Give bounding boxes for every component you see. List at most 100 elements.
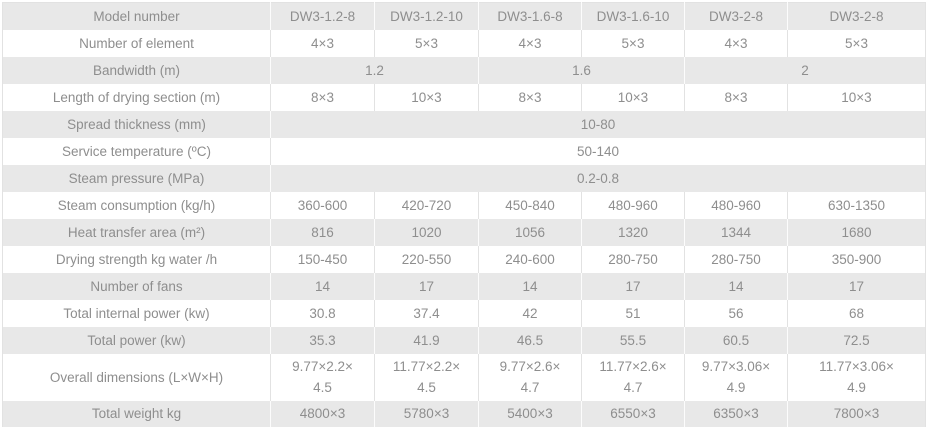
value-cell: 56: [684, 299, 788, 327]
value-cell: 10×3: [787, 83, 926, 111]
value-cell: DW3-1.2-10: [374, 2, 479, 30]
value-cell: 14: [270, 272, 375, 300]
value-cell: 220-550: [374, 245, 479, 273]
table-row: Length of drying section (m) 8×3 10×3 8×3 10…: [2, 83, 926, 111]
value-cell: 4×3: [684, 29, 788, 57]
table-row: Number of fans 14 17 14 17 14 17: [2, 272, 926, 300]
value-cell: 2: [684, 56, 926, 84]
row-label: Spread thickness (mm): [2, 110, 271, 138]
value-cell: 72.5: [787, 326, 926, 354]
value-cell: 6550×3: [581, 400, 685, 427]
value-cell: 8×3: [478, 83, 582, 111]
value-cell: 17: [581, 272, 685, 300]
table-row: Bandwidth (m) 1.2 1.6 2: [2, 56, 926, 84]
value-cell: 5×3: [787, 29, 926, 57]
table-row: Total weight kg 4800×3 5780×3 5400×3 6550×3 6…: [2, 400, 926, 427]
value-cell: 60.5: [684, 326, 788, 354]
value-cell: 41.9: [374, 326, 479, 354]
row-label: Length of drying section (m): [2, 83, 271, 111]
value-cell: 1.2: [270, 56, 479, 84]
table-row: Model number DW3-1.2-8 DW3-1.2-10 DW3-1.6-8…: [2, 2, 926, 30]
value-cell: 17: [374, 272, 479, 300]
value-cell: DW3-1.2-8: [270, 2, 375, 30]
row-label: Total internal power (kw): [2, 299, 271, 327]
table-row: Number of element 4×3 5×3 4×3 5×3 4×3 5×3: [2, 29, 926, 57]
value-cell: 240-600: [478, 245, 582, 273]
value-cell: DW3-2-8: [684, 2, 788, 30]
value-cell: 1680: [787, 218, 926, 246]
row-label: Total power (kw): [2, 326, 271, 354]
value-cell: 6350×3: [684, 400, 788, 427]
value-cell: 11.77×2.2× 4.5: [374, 353, 479, 401]
value-cell: 30.8: [270, 299, 375, 327]
row-label: Service temperature (ºC): [2, 137, 271, 165]
value-cell: 9.77×2.2× 4.5: [270, 353, 375, 401]
value-cell: 1056: [478, 218, 582, 246]
value-cell: 280-750: [581, 245, 685, 273]
value-cell: 14: [684, 272, 788, 300]
value-cell: 68: [787, 299, 926, 327]
value-cell: 42: [478, 299, 582, 327]
value-cell: 50-140: [270, 137, 926, 165]
value-cell: 420-720: [374, 191, 479, 219]
value-cell: DW3-1.6-10: [581, 2, 685, 30]
row-label: Drying strength kg water /h: [2, 245, 271, 273]
table-row: Service temperature (ºC) 50-140: [2, 137, 926, 165]
value-cell: 1344: [684, 218, 788, 246]
value-cell: 37.4: [374, 299, 479, 327]
value-cell: 8×3: [270, 83, 375, 111]
value-cell: 350-900: [787, 245, 926, 273]
value-cell: 280-750: [684, 245, 788, 273]
value-cell: 10×3: [374, 83, 479, 111]
value-cell: 11.77×3.06× 4.9: [787, 353, 926, 401]
value-cell: 0.2-0.8: [270, 164, 926, 192]
row-label: Overall dimensions (L×W×H): [2, 353, 271, 401]
value-cell: 35.3: [270, 326, 375, 354]
value-cell: DW3-1.6-8: [478, 2, 582, 30]
value-cell: 9.77×3.06× 4.9: [684, 353, 788, 401]
value-cell: 5×3: [374, 29, 479, 57]
value-cell: 5780×3: [374, 400, 479, 427]
value-cell: 5400×3: [478, 400, 582, 427]
value-cell: 8×3: [684, 83, 788, 111]
value-cell: 51: [581, 299, 685, 327]
value-cell: 1.6: [478, 56, 685, 84]
value-cell: 4×3: [270, 29, 375, 57]
row-label: Number of element: [2, 29, 271, 57]
row-label: Steam consumption (kg/h): [2, 191, 271, 219]
value-cell: 10-80: [270, 110, 926, 138]
row-label: Total weight kg: [2, 400, 271, 427]
value-cell: 480-960: [684, 191, 788, 219]
value-cell: 450-840: [478, 191, 582, 219]
row-label: Number of fans: [2, 272, 271, 300]
value-cell: 150-450: [270, 245, 375, 273]
table-row: Drying strength kg water /h 150-450 220-55…: [2, 245, 926, 273]
table-row: Spread thickness (mm) 10-80: [2, 110, 926, 138]
table-row: Overall dimensions (L×W×H) 9.77×2.2× 4.5 1…: [2, 353, 926, 401]
value-cell: 14: [478, 272, 582, 300]
row-label: Steam pressure (MPa): [2, 164, 271, 192]
value-cell: 360-600: [270, 191, 375, 219]
table-row: Heat transfer area (m²) 816 1020 1056 1320 13…: [2, 218, 926, 246]
value-cell: 480-960: [581, 191, 685, 219]
value-cell: 630-1350: [787, 191, 926, 219]
value-cell: 10×3: [581, 83, 685, 111]
value-cell: 46.5: [478, 326, 582, 354]
row-label: Bandwidth (m): [2, 56, 271, 84]
table-row: Total power (kw) 35.3 41.9 46.5 55.5 60.5 72.5: [2, 326, 926, 354]
value-cell: 4×3: [478, 29, 582, 57]
value-cell: 7800×3: [787, 400, 926, 427]
value-cell: 816: [270, 218, 375, 246]
value-cell: DW3-2-8: [787, 2, 926, 30]
value-cell: 4800×3: [270, 400, 375, 427]
table-row: Total internal power (kw) 30.8 37.4 42 51 56 6…: [2, 299, 926, 327]
value-cell: 1020: [374, 218, 479, 246]
value-cell: 11.77×2.6× 4.7: [581, 353, 685, 401]
value-cell: 1320: [581, 218, 685, 246]
row-label: Model number: [2, 2, 271, 30]
value-cell: 17: [787, 272, 926, 300]
value-cell: 9.77×2.6× 4.7: [478, 353, 582, 401]
